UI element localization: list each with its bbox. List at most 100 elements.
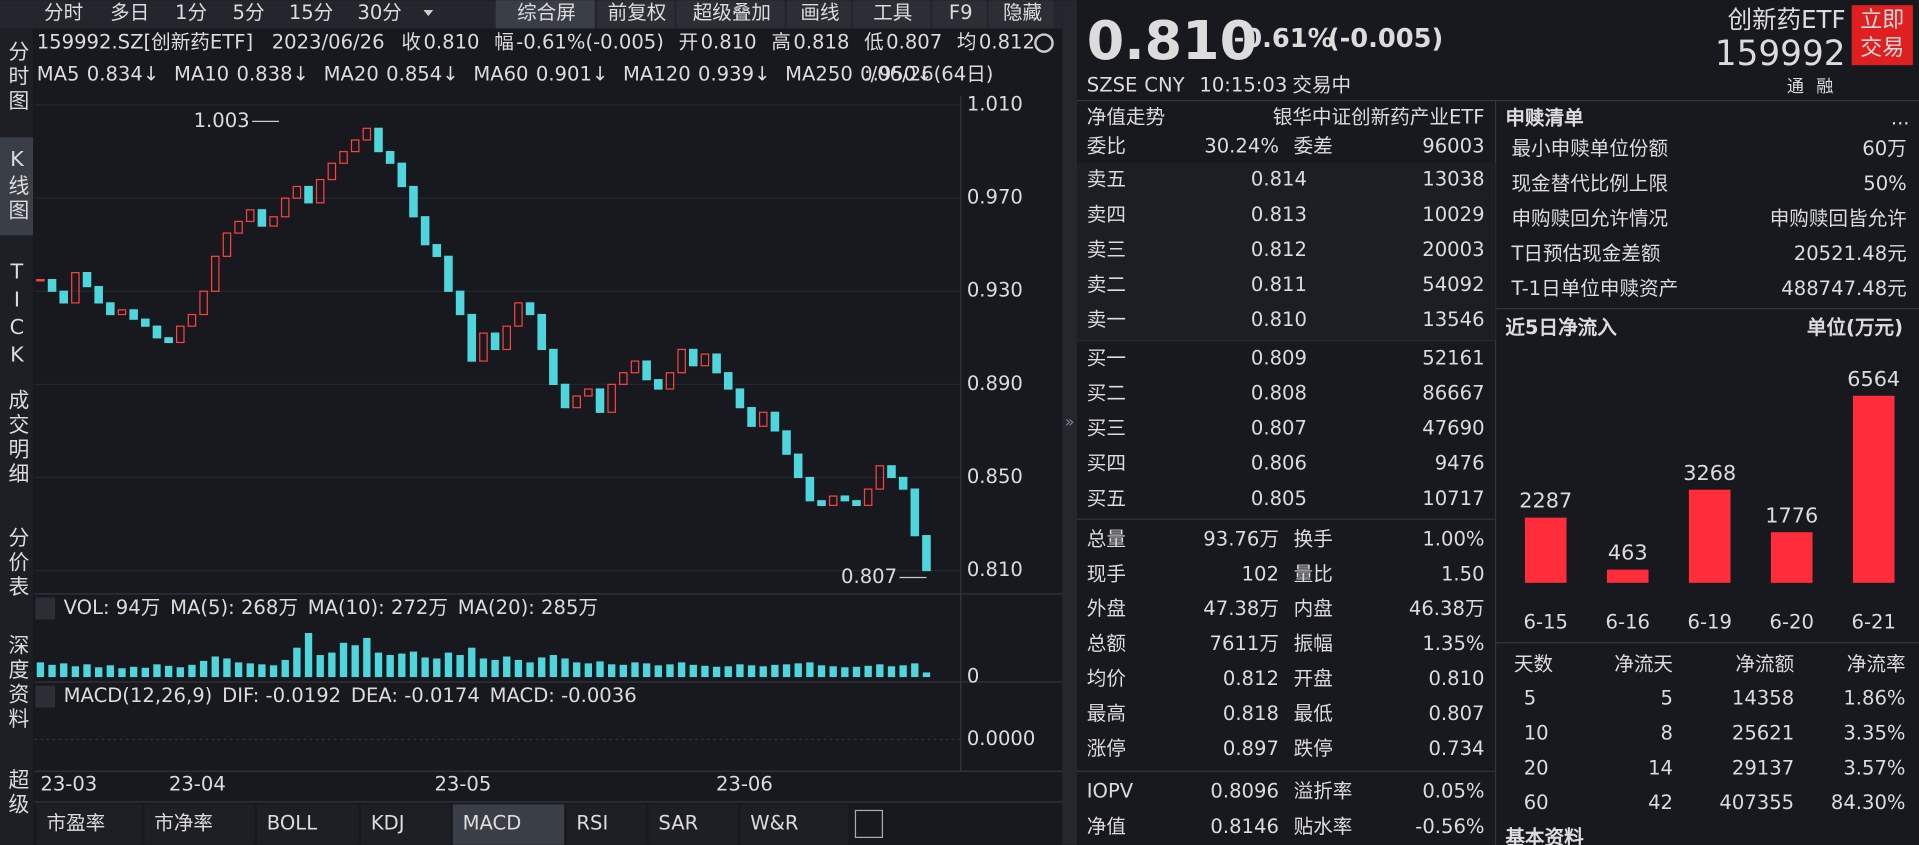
bottom-tab-bg[interactable] [36, 804, 142, 845]
tool-tab-bg[interactable] [676, 0, 785, 29]
bottom-tab-bg[interactable] [648, 804, 738, 845]
trade-button-label[interactable]: 立即 [1860, 8, 1904, 33]
bottom-tab[interactable]: 市盈率 [47, 811, 106, 834]
tool-tab-bg[interactable] [495, 0, 595, 29]
table-cell: 5 [1524, 687, 1536, 710]
tool-tab[interactable]: 超级叠加 [693, 1, 771, 24]
ma-label: MA20 [324, 62, 379, 85]
sidebar-tab[interactable]: 成交明细 [5, 389, 29, 487]
volume-bar [841, 667, 849, 678]
order-label: 卖四 [1087, 203, 1126, 226]
volume-bar [782, 664, 791, 678]
sidebar-tab[interactable]: K线图 [5, 147, 29, 224]
bottom-tab[interactable]: BOLL [267, 811, 317, 834]
bottom-tab-bg[interactable] [740, 804, 849, 845]
sidebar-tab[interactable]: 分时图 [5, 41, 29, 114]
candle [409, 185, 418, 218]
tool-tab[interactable]: 综合屏 [517, 1, 576, 24]
volume-bar [281, 659, 289, 678]
stat-value: 0.807 [1428, 702, 1484, 725]
tool-tab[interactable]: 画线 [800, 1, 839, 24]
tool-tab[interactable]: 工具 [873, 1, 912, 24]
tool-tab[interactable]: 隐藏 [1003, 1, 1042, 24]
volume-bar [164, 665, 173, 678]
bottom-tab[interactable]: MACD [463, 811, 522, 834]
value-label: 3268 [1683, 461, 1736, 485]
sidebar-active[interactable] [0, 137, 34, 236]
bottom-tab[interactable]: 市净率 [154, 811, 213, 834]
help-icon[interactable] [35, 597, 56, 620]
candle [245, 209, 255, 223]
period-tab[interactable]: 多日 [110, 1, 149, 24]
market-info: SZSE [1087, 73, 1138, 96]
volume-bar [83, 664, 91, 678]
volume-bar [153, 664, 161, 678]
candle [71, 272, 80, 304]
change: (-0.005) [1328, 24, 1443, 54]
volume-bar [363, 637, 371, 678]
candle [467, 313, 477, 362]
stat-value: 0.897 [1223, 737, 1279, 760]
stat-value: 0.8146 [1210, 815, 1279, 838]
candle [747, 407, 756, 427]
sidebar-tab[interactable]: 分价表 [5, 527, 29, 600]
bottom-tab-bg[interactable] [566, 804, 647, 845]
period-tab[interactable]: 30分 [357, 1, 401, 24]
order-label: 卖三 [1087, 238, 1126, 261]
tool-tab[interactable]: 前复权 [608, 1, 667, 24]
period-tab[interactable]: 15分 [289, 1, 334, 24]
candle [502, 325, 512, 351]
stat-label: 最高 [1087, 702, 1126, 725]
volume-bar [211, 656, 219, 678]
more[interactable]: ... [1891, 106, 1910, 129]
tool-tab-bg[interactable] [988, 0, 1054, 29]
legend: DIF: -0.0192 [222, 684, 341, 707]
stat-value: 93.76万 [1203, 527, 1279, 550]
splitter[interactable] [1062, 0, 1077, 845]
ask-bg [1076, 163, 1496, 341]
tool-tab-bg[interactable] [786, 0, 851, 29]
volume-bar [677, 662, 686, 678]
ma-range: :/06/26(64日) [864, 62, 993, 85]
sidebar-tab[interactable]: 超级 [5, 769, 29, 818]
help-icon[interactable] [35, 685, 56, 708]
sidebar-tab[interactable]: 深度资料 [5, 634, 29, 732]
tool-tab-bg[interactable] [853, 0, 931, 29]
candle [782, 430, 791, 455]
stat-label: 总量 [1087, 527, 1126, 550]
ma-value: 0.950↓ [860, 62, 932, 85]
order-price: 0.805 [1251, 487, 1307, 510]
info-label: 收 [401, 31, 421, 54]
period-tab[interactable]: 5分 [233, 1, 265, 24]
stat-label: 跌停 [1294, 737, 1333, 760]
bottom-tab[interactable]: RSI [576, 811, 608, 834]
collapse-arrow[interactable]: » [1065, 412, 1075, 431]
candle [712, 353, 721, 374]
volume-bar [246, 663, 254, 678]
bottom-tab-bg[interactable] [452, 804, 565, 845]
bottom-tab[interactable]: SAR [658, 811, 698, 834]
bottom-tab-bg[interactable] [257, 804, 359, 845]
settings-icon[interactable] [1034, 33, 1054, 53]
period-tab[interactable]: 1分 [175, 1, 207, 24]
add-tab[interactable] [854, 809, 884, 838]
trade-button[interactable] [1851, 5, 1913, 66]
order-volume: 13038 [1422, 168, 1484, 191]
x-tick-label: 6-15 [1524, 611, 1568, 634]
bottom-tab-bg[interactable] [361, 804, 451, 845]
order-volume: 10029 [1422, 203, 1484, 226]
volume-bar [549, 655, 558, 678]
period-tab[interactable]: 分时 [44, 1, 83, 24]
sidebar-tab[interactable]: TICK [5, 260, 29, 371]
bottom-tab[interactable]: W&R [750, 811, 799, 834]
trade-button-label[interactable]: 交易 [1860, 36, 1904, 61]
order-volume: 13546 [1422, 308, 1484, 331]
tool-tab-bg[interactable] [597, 0, 675, 29]
bottom-tab[interactable]: KDJ [371, 811, 405, 834]
table-cell: 14358 [1732, 687, 1794, 710]
value-label: 1776 [1765, 503, 1818, 527]
tool-tab[interactable]: F9 [949, 1, 973, 24]
dropdown[interactable] [423, 10, 434, 17]
tool-tab-bg[interactable] [932, 0, 987, 29]
bottom-tab-bg[interactable] [144, 804, 255, 845]
